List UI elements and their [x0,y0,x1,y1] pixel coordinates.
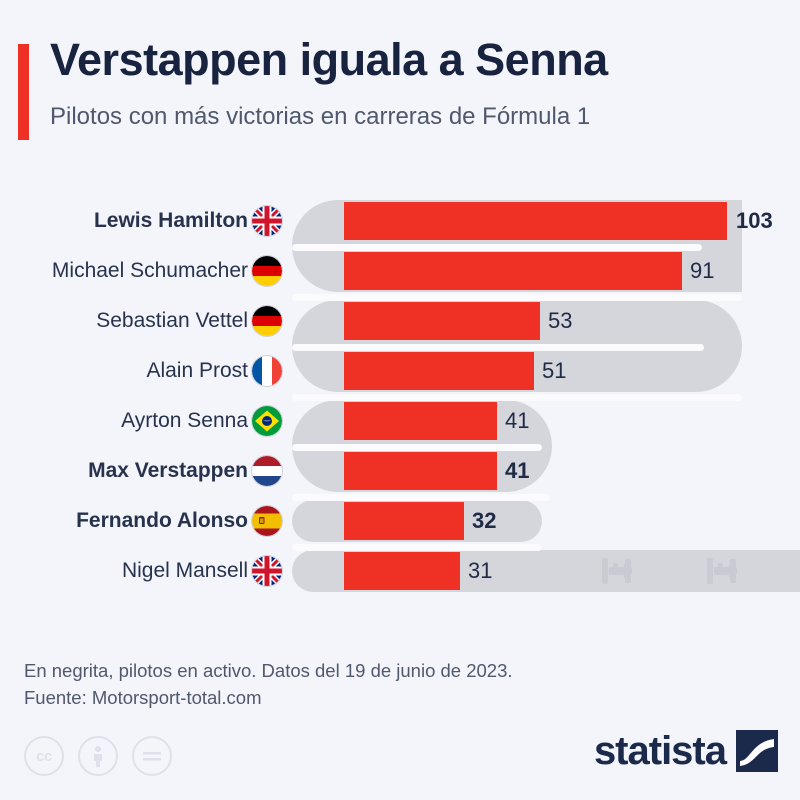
value-label: 103 [736,208,773,233]
statista-mark-icon [736,730,778,772]
driver-name-label: Fernando Alonso [76,509,248,532]
statista-wordmark: statista [593,729,727,773]
statista-logo[interactable]: statista [594,730,778,772]
bar-gap [292,244,702,251]
bar-gap [292,494,550,501]
value-label: 41 [505,458,530,483]
driver-name-label: Max Verstappen [88,459,248,482]
license-badges: cc [24,736,172,776]
driver-name-label: Alain Prost [146,359,248,382]
value-bar [344,402,497,440]
value-label: 91 [690,258,715,283]
value-bar [344,502,464,540]
bar-gap [292,444,542,451]
driver-name-label: Michael Schumacher [51,259,248,282]
flag-united-kingdom-icon [252,556,282,586]
chart-row[interactable]: Fernando Alonso 32 [0,496,800,546]
no-derivatives-equals-icon[interactable] [132,736,172,776]
bar-gap [292,394,742,401]
value-bar [344,452,497,490]
flag-united-kingdom-icon [252,206,282,236]
cc-icon[interactable]: cc [24,736,64,776]
footnote: En negrita, pilotos en activo. Datos del… [24,660,513,708]
driver-name-label: Nigel Mansell [121,559,248,582]
attribution-person-icon[interactable] [78,736,118,776]
driver-name-label: Ayrton Senna [121,409,248,432]
header: Verstappen iguala a Senna Pilotos con má… [0,0,800,175]
value-label: 51 [542,358,567,383]
chart-row[interactable]: Alain Prost 51 [0,346,800,396]
flag-germany-icon [252,256,282,286]
value-label: 53 [548,308,573,333]
f1-car-icon [602,558,632,584]
chart-row[interactable]: Lewis Hamilton 103 [0,196,800,246]
f1-car-icon [707,558,737,584]
value-label: 31 [468,558,493,583]
bar-gap [292,294,742,301]
flag-germany-icon [252,306,282,336]
page-subtitle: Pilotos con más victorias en carreras de… [50,103,591,130]
bar-gap [292,544,542,551]
chart-row[interactable]: Max Verstappen 41 [0,446,800,496]
value-bar [344,352,534,390]
chart-row[interactable]: Nigel Mansell 31 [0,546,800,596]
page-title: Verstappen iguala a Senna [50,34,608,85]
flag-spain-icon [252,506,282,536]
title-accent-bar [18,44,29,140]
value-bar [344,302,540,340]
bar-chart: Lewis Hamilton 103 Michael Schumacher [0,196,800,608]
value-bar [344,252,682,290]
driver-name-label: Lewis Hamilton [93,209,248,232]
value-label: 32 [472,508,497,533]
flag-brazil-icon [252,406,282,436]
chart-row[interactable]: Ayrton Senna 41 [0,396,800,446]
cc-label: cc [36,747,52,765]
bar-gap [292,344,704,351]
chart-row[interactable]: Sebastian Vettel 53 [0,296,800,346]
value-bar [344,202,727,240]
flag-france-icon [252,356,282,386]
flag-netherlands-icon [252,456,282,486]
value-label: 41 [505,408,530,433]
value-bar [344,552,460,590]
chart-row[interactable]: Michael Schumacher 91 [0,246,800,296]
driver-name-label: Sebastian Vettel [96,309,248,332]
